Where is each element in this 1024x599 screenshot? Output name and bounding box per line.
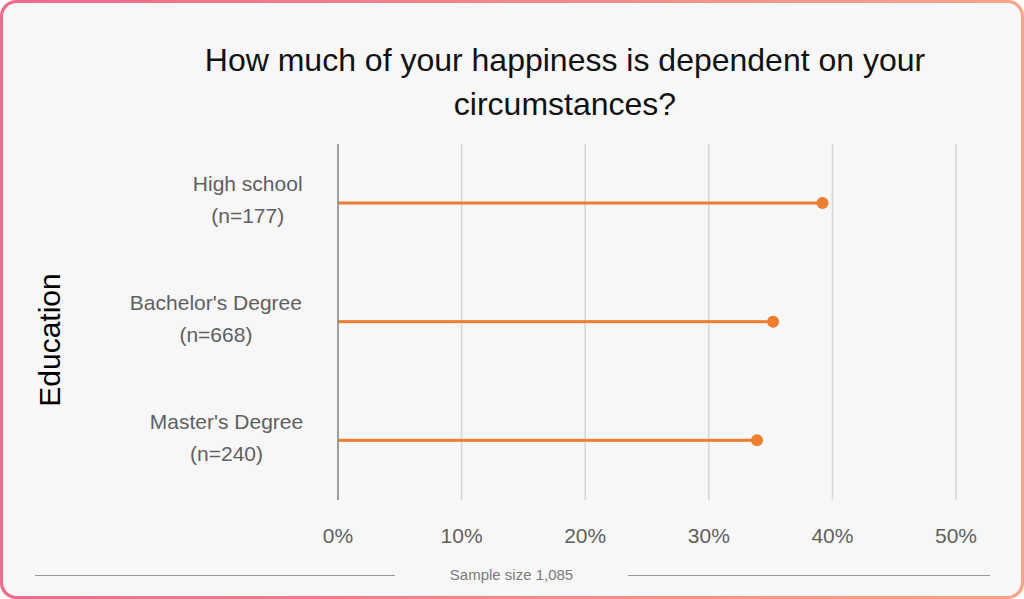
html-text:Sample size 1,085: Sample size 1,085 (449, 566, 574, 583)
svg-text:(n=668): (n=668) (179, 323, 252, 346)
svg-text:(n=177): (n=177) (211, 204, 284, 227)
svg-text:20%: 20% (564, 524, 606, 547)
svg-text:High school: High school (193, 172, 303, 195)
svg-text:30%: 30% (688, 524, 730, 547)
html-text:Education: Education (33, 273, 66, 407)
svg-text:0%: 0% (323, 524, 353, 547)
svg-text:Master's Degree: Master's Degree (150, 410, 303, 433)
svg-text:Bachelor's Degree: Bachelor's Degree (130, 291, 302, 314)
svg-text:50%: 50% (935, 524, 977, 547)
svg-text:10%: 10% (441, 524, 483, 547)
html-text:How much of your happiness is: How much of your happiness is dependent … (204, 42, 926, 122)
svg-text:40%: 40% (811, 524, 853, 547)
svg-text:(n=240): (n=240) (190, 442, 263, 465)
